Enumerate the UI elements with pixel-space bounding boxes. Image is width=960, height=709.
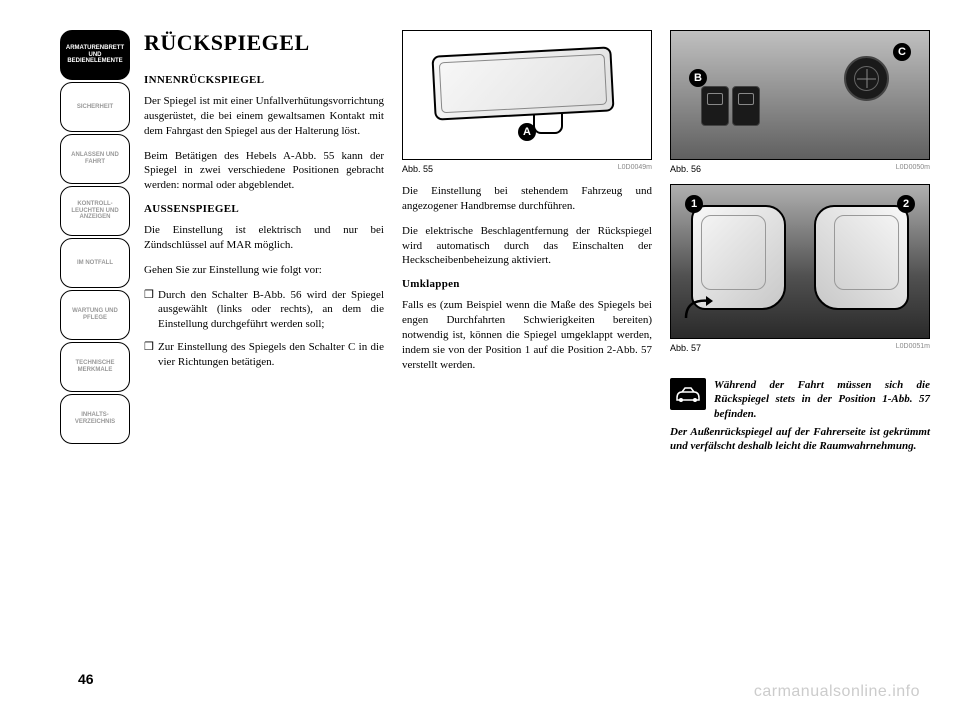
fig56-caption: Abb. 56 xyxy=(670,164,701,174)
fig56-code: L0D0050m xyxy=(896,164,930,174)
label-c: C xyxy=(893,43,911,61)
page-content: RÜCKSPIEGEL INNENRÜCKSPIEGEL Der Spiegel… xyxy=(132,30,930,680)
sidebar-tab-wartung[interactable]: WARTUNG UND PFLEGE xyxy=(60,290,130,340)
heading-innenrueckspiegel: INNENRÜCKSPIEGEL xyxy=(144,74,384,86)
para-inner-2: Beim Betätigen des Hebels A-Abb. 55 kann… xyxy=(144,149,384,194)
para-inner-1: Der Spiegel ist mit einer Unfallverhütun… xyxy=(144,94,384,139)
column-2: A Abb. 55 L0D0049m Die Einstellung bei s… xyxy=(402,30,652,680)
page-number: 46 xyxy=(78,671,94,687)
figure-57: 1 2 xyxy=(670,184,930,339)
warning-box: Während der Fahrt müssen sich die Rücksp… xyxy=(670,378,930,453)
bullet-text-1: Durch den Schalter B-Abb. 56 wird der Sp… xyxy=(158,288,384,333)
manual-page: ARMATURENBRETT UND BEDIENELEMENTE SICHER… xyxy=(60,30,930,680)
column-3: B C Abb. 56 L0D0050m 1 2 Abb. 57 xyxy=(670,30,930,680)
warning-icon xyxy=(670,378,706,410)
dial-inner xyxy=(854,66,879,91)
sidebar-tab-anlassen[interactable]: ANLASSEN UND FAHRT xyxy=(60,134,130,184)
label-1: 1 xyxy=(685,195,703,213)
sidebar-tab-armaturenbrett[interactable]: ARMATURENBRETT UND BEDIENELEMENTE xyxy=(60,30,130,80)
sidebar-tabs: ARMATURENBRETT UND BEDIENELEMENTE SICHER… xyxy=(60,30,132,680)
bullet-text-2: Zur Einstellung des Spiegels den Schalte… xyxy=(158,340,384,370)
label-b: B xyxy=(689,69,707,87)
para-outer-1: Die Einstellung ist elektrisch und nur b… xyxy=(144,223,384,253)
fig56-caption-row: Abb. 56 L0D0050m xyxy=(670,164,930,174)
bullet-list: ❒ Durch den Schalter B-Abb. 56 wird der … xyxy=(144,288,384,378)
mirror-dial xyxy=(844,56,889,101)
window-switch-2 xyxy=(732,86,760,126)
bullet-item-1: ❒ Durch den Schalter B-Abb. 56 wird der … xyxy=(144,288,384,333)
watermark: carmanualsonline.info xyxy=(754,683,920,701)
label-2: 2 xyxy=(897,195,915,213)
bullet-marker: ❒ xyxy=(144,288,158,333)
sidebar-tab-technische[interactable]: TECHNISCHE MERKMALE xyxy=(60,342,130,392)
fig57-caption: Abb. 57 xyxy=(670,343,701,353)
para-col2-1: Die Einstellung bei stehendem Fahrzeug u… xyxy=(402,184,652,214)
fig55-code: L0D0049m xyxy=(618,164,652,174)
fig55-caption: Abb. 55 xyxy=(402,164,433,174)
mirror-illustration xyxy=(431,46,614,120)
sidebar-tab-kontrollleuchten[interactable]: KONTROLL-LEUCHTEN UND ANZEIGEN xyxy=(60,186,130,236)
bullet-marker: ❒ xyxy=(144,340,158,370)
switch-group xyxy=(701,86,760,126)
side-mirror-right xyxy=(814,205,909,310)
sidebar-tab-notfall[interactable]: IM NOTFALL xyxy=(60,238,130,288)
fig57-caption-row: Abb. 57 L0D0051m xyxy=(670,343,930,353)
fig57-code: L0D0051m xyxy=(896,343,930,353)
fig55-caption-row: Abb. 55 L0D0049m xyxy=(402,164,652,174)
heading-aussenspiegel: AUSSENSPIEGEL xyxy=(144,203,384,215)
para-col2-3: Falls es (zum Beispiel wenn die Maße des… xyxy=(402,298,652,372)
figure-55: A xyxy=(402,30,652,160)
para-outer-2: Gehen Sie zur Einstellung wie folgt vor: xyxy=(144,263,384,278)
sidebar-tab-sicherheit[interactable]: SICHERHEIT xyxy=(60,82,130,132)
figure-56: B C xyxy=(670,30,930,160)
warning-text-top: Während der Fahrt müssen sich die Rücksp… xyxy=(714,378,930,421)
fold-arrow-icon xyxy=(681,293,721,323)
page-title: RÜCKSPIEGEL xyxy=(144,30,384,56)
warning-text-below: Der Außenrückspiegel auf der Fahrerseite… xyxy=(670,425,930,454)
label-a: A xyxy=(518,123,536,141)
sidebar-tab-inhalt[interactable]: INHALTS-VERZEICHNIS xyxy=(60,394,130,444)
window-switch-1 xyxy=(701,86,729,126)
heading-umklappen: Umklappen xyxy=(402,278,652,290)
column-1: RÜCKSPIEGEL INNENRÜCKSPIEGEL Der Spiegel… xyxy=(144,30,384,680)
para-col2-2: Die elektrische Beschlagentfernung der R… xyxy=(402,224,652,269)
bullet-item-2: ❒ Zur Einstellung des Spiegels den Schal… xyxy=(144,340,384,370)
warning-top: Während der Fahrt müssen sich die Rücksp… xyxy=(670,378,930,421)
mirror-stem xyxy=(533,114,563,134)
